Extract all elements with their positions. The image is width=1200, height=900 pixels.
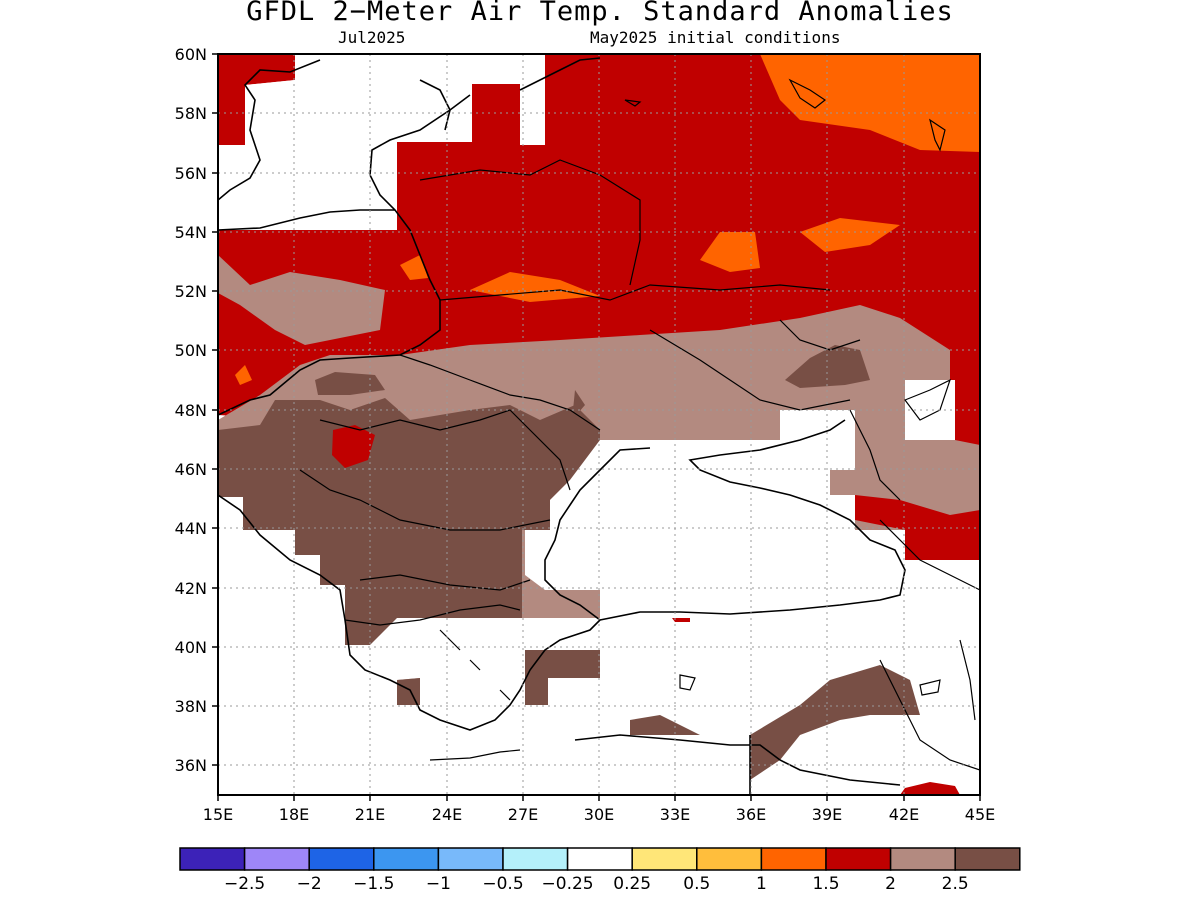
axis-ticks	[212, 53, 981, 801]
anomaly-region-greece-dark	[397, 678, 420, 705]
lon-tick-label: 21E	[355, 805, 385, 824]
legend-swatch	[179, 847, 246, 871]
lon-tick-label: 24E	[432, 805, 462, 824]
anomaly-mask-mediterranean	[218, 497, 750, 795]
anomaly-fields	[218, 54, 980, 795]
valid-month: Jul2025	[338, 28, 406, 47]
legend-label: 2.5	[942, 874, 969, 894]
legend-swatch	[308, 847, 375, 871]
lon-tick-label: 27E	[508, 805, 538, 824]
legend-swatch	[825, 847, 892, 871]
coastlines	[218, 57, 906, 795]
lon-tick-label: 45E	[965, 805, 995, 824]
lat-tick-label: 46N	[175, 460, 207, 479]
legend-label: −2.5	[224, 874, 265, 894]
initial-conditions: May2025 initial conditions	[590, 28, 841, 47]
legend-swatch	[566, 847, 633, 871]
lon-tick-label: 18E	[279, 805, 309, 824]
legend-swatch	[502, 847, 569, 871]
islands-and-lakes	[429, 78, 952, 761]
legend-label: 1	[756, 874, 767, 894]
lat-tick-label: 40N	[175, 638, 207, 657]
legend-label: −1.5	[353, 874, 394, 894]
chart-title: GFDL 2−Meter Air Temp. Standard Anomalie…	[246, 0, 954, 27]
legend-swatch	[889, 847, 956, 871]
lon-tick-label: 39E	[812, 805, 842, 824]
legend-label: −2	[297, 874, 322, 894]
legend-label: 0.25	[613, 874, 651, 894]
lat-tick-label: 54N	[175, 223, 207, 242]
legend-label: −0.5	[482, 874, 523, 894]
lat-tick-label: 44N	[175, 519, 207, 538]
lon-tick-label: 36E	[736, 805, 766, 824]
legend-swatch	[954, 847, 1021, 871]
anomaly-region-1-to-1-5	[235, 54, 980, 440]
lon-tick-label: 33E	[660, 805, 690, 824]
color-legend: −2.5 −2 −1.5 −1 −0.5 −0.25 0.25 0.5 1 1.5 2 2.5	[179, 847, 1021, 894]
legend-label: −0.25	[542, 874, 594, 894]
lat-tick-label: 38N	[175, 697, 207, 716]
lat-tick-labels: 60N 58N 56N 54N 52N 50N 48N 46N 44N 42N …	[175, 45, 207, 775]
legend-label: 1.5	[812, 874, 839, 894]
legend-label: 2	[885, 874, 896, 894]
lat-tick-label: 48N	[175, 401, 207, 420]
anomaly-region-above-2-5	[218, 345, 920, 780]
legend-swatch	[437, 847, 504, 871]
legend-swatch	[243, 847, 310, 871]
lat-tick-label: 36N	[175, 756, 207, 775]
lat-tick-label: 56N	[175, 164, 207, 183]
lon-tick-label: 42E	[889, 805, 919, 824]
lon-tick-label: 30E	[584, 805, 614, 824]
lon-tick-labels: 15E 18E 21E 24E 27E 30E 33E 36E 39E 42E …	[203, 805, 995, 824]
legend-label: −1	[426, 874, 451, 894]
legend-swatch	[631, 847, 698, 871]
lat-tick-label: 58N	[175, 104, 207, 123]
anomaly-mask-baltic	[218, 54, 545, 230]
lat-tick-label: 50N	[175, 341, 207, 360]
legend-swatch	[760, 847, 827, 871]
legend-swatch	[373, 847, 440, 871]
country-borders	[299, 159, 980, 771]
legend-swatch	[696, 847, 763, 871]
lat-tick-label: 60N	[175, 45, 207, 64]
legend-label: 0.5	[683, 874, 710, 894]
lat-tick-label: 52N	[175, 282, 207, 301]
graticule	[218, 54, 980, 795]
lon-tick-label: 15E	[203, 805, 233, 824]
lat-tick-label: 42N	[175, 579, 207, 598]
